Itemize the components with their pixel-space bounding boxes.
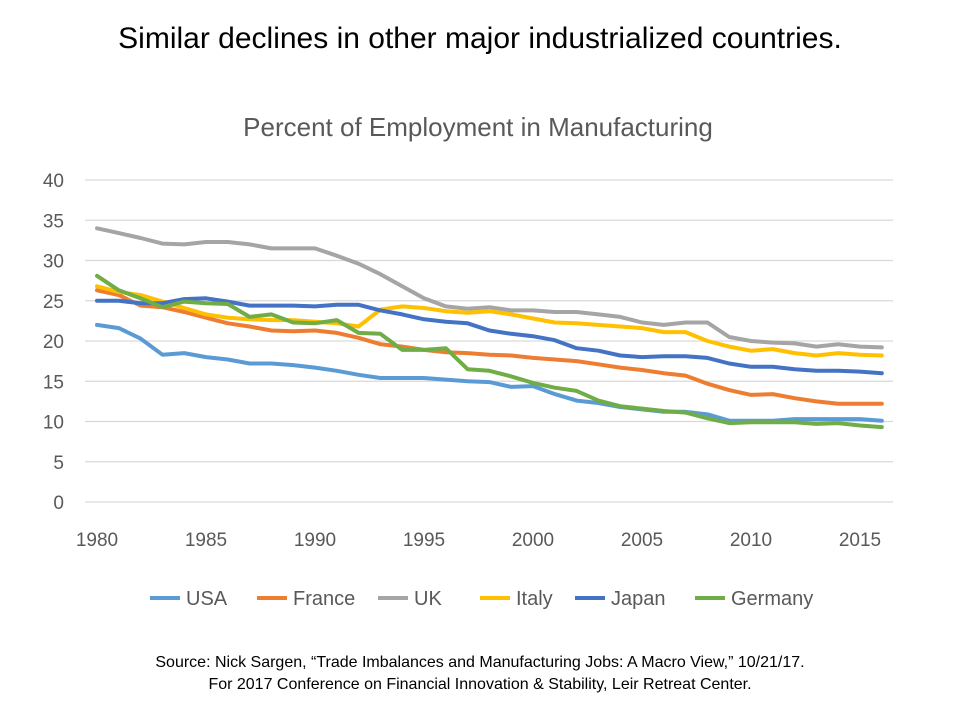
legend-item-germany: Germany xyxy=(695,588,813,610)
y-tick-label: 25 xyxy=(43,292,64,313)
legend: USA France UK Italy Japan Germany xyxy=(150,588,813,610)
x-tick-label: 2000 xyxy=(512,530,554,551)
x-tick-label: 1995 xyxy=(403,530,445,551)
slide-title: Similar declines in other major industri… xyxy=(118,22,842,55)
legend-label: France xyxy=(293,588,355,610)
legend-label: UK xyxy=(414,588,442,610)
legend-item-france: France xyxy=(257,588,355,610)
y-tick-label: 40 xyxy=(43,171,64,192)
series-line-uk xyxy=(95,226,884,350)
y-axis-ticks: 0 5 10 15 20 25 30 35 40 xyxy=(43,171,64,514)
legend-item-japan: Japan xyxy=(575,588,666,610)
series-line-japan xyxy=(95,296,884,376)
source-note: Source: Nick Sargen, “Trade Imbalances a… xyxy=(0,652,960,696)
y-tick-label: 5 xyxy=(53,453,64,474)
series-line-italy xyxy=(95,284,884,358)
legend-label: Germany xyxy=(731,588,813,610)
legend-item-usa: USA xyxy=(150,588,228,610)
gridlines xyxy=(85,179,893,503)
y-tick-label: 0 xyxy=(53,493,64,514)
x-tick-label: 1990 xyxy=(294,530,336,551)
y-tick-label: 20 xyxy=(43,332,64,353)
x-tick-label: 1980 xyxy=(76,530,118,551)
legend-item-uk: UK xyxy=(378,588,442,610)
x-tick-label: 1985 xyxy=(185,530,227,551)
y-tick-label: 10 xyxy=(43,413,64,434)
source-line-1: Source: Nick Sargen, “Trade Imbalances a… xyxy=(155,654,805,671)
legend-label: Italy xyxy=(516,588,553,610)
x-axis-ticks: 1980 1985 1990 1995 2000 2005 2010 2015 xyxy=(76,530,881,551)
legend-label: USA xyxy=(186,588,228,610)
x-tick-label: 2005 xyxy=(621,530,663,551)
source-line-2: For 2017 Conference on Financial Innovat… xyxy=(208,676,752,693)
y-tick-label: 35 xyxy=(43,211,64,232)
y-tick-label: 15 xyxy=(43,372,64,393)
chart-title: Percent of Employment in Manufacturing xyxy=(243,112,713,142)
y-tick-label: 30 xyxy=(43,252,64,273)
legend-item-italy: Italy xyxy=(480,588,553,610)
legend-label: Japan xyxy=(611,588,666,610)
series-line-germany xyxy=(95,273,884,430)
x-tick-label: 2015 xyxy=(839,530,881,551)
series-lines xyxy=(95,226,884,430)
x-tick-label: 2010 xyxy=(730,530,772,551)
series-line-france xyxy=(95,288,884,406)
